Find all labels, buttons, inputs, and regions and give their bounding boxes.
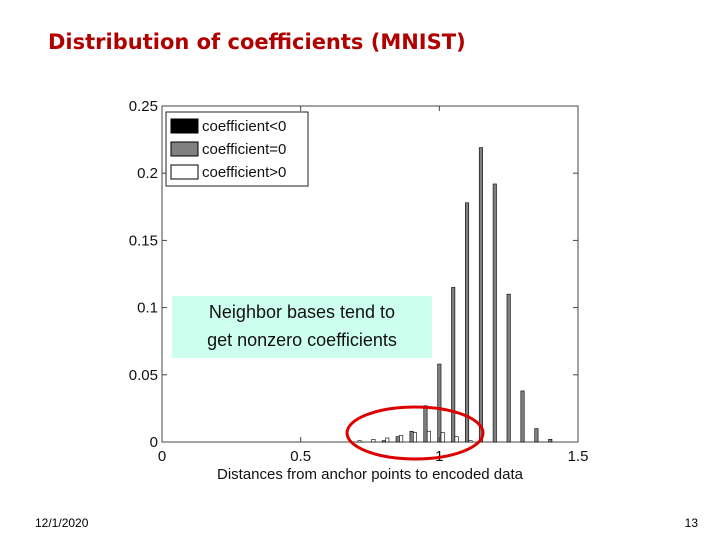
legend-label-negative: coefficient<0 [202, 118, 286, 135]
annotation-line-1: Neighbor bases tend to [208, 302, 396, 322]
bar-positive [371, 439, 376, 443]
annotation-line-2: get nonzero coefficients [207, 330, 397, 350]
bar-zero [534, 428, 539, 443]
x-tick-label: 0.5 [290, 448, 311, 465]
bar-zero [478, 147, 483, 443]
bar-zero [381, 440, 386, 443]
bar-positive [412, 432, 417, 443]
bar-positive [440, 432, 445, 443]
bar-zero [548, 439, 553, 443]
x-tick-label: 0 [158, 448, 166, 465]
bar-zero [506, 293, 511, 443]
footer-date: 12/1/2020 [35, 516, 89, 530]
legend-swatch-zero [170, 141, 199, 157]
bar-zero [423, 405, 428, 443]
legend: coefficient<0 coefficient=0 coefficient>… [165, 111, 309, 187]
bar-positive [385, 437, 390, 443]
bar-zero [395, 436, 400, 443]
bar-zero [451, 287, 456, 443]
y-tick-label: 0.15 [129, 232, 158, 249]
bar-zero [437, 363, 442, 443]
bar-positive [454, 436, 459, 443]
annotation-text: Neighbor bases tend to get nonzero coeff… [172, 298, 432, 354]
x-axis-label: Distances from anchor points to encoded … [217, 466, 524, 483]
legend-label-positive: coefficient>0 [202, 164, 286, 181]
legend-swatch-negative [170, 118, 199, 134]
y-tick-label: 0.2 [137, 165, 158, 182]
legend-label-zero: coefficient=0 [202, 141, 286, 158]
bar-positive [426, 430, 431, 443]
bar-positive [468, 440, 473, 443]
bar-positive [399, 434, 404, 443]
bar-positive [357, 440, 362, 443]
bar-zero [492, 183, 497, 443]
y-tick-label: 0.25 [129, 98, 158, 115]
legend-swatch-positive [170, 164, 199, 180]
bar-zero [465, 202, 470, 443]
page-number: 13 [684, 516, 698, 530]
annotation-box [172, 296, 432, 358]
slide-title: Distribution of coefficients (MNIST) [48, 30, 466, 54]
y-tick-label: 0 [150, 434, 158, 451]
highlight-circle [345, 405, 485, 461]
bar-zero [409, 430, 414, 443]
y-tick-label: 0.1 [137, 300, 158, 317]
x-tick-label: 1.5 [568, 448, 589, 465]
y-tick-label: 0.05 [129, 367, 158, 384]
bar-zero [520, 390, 525, 443]
